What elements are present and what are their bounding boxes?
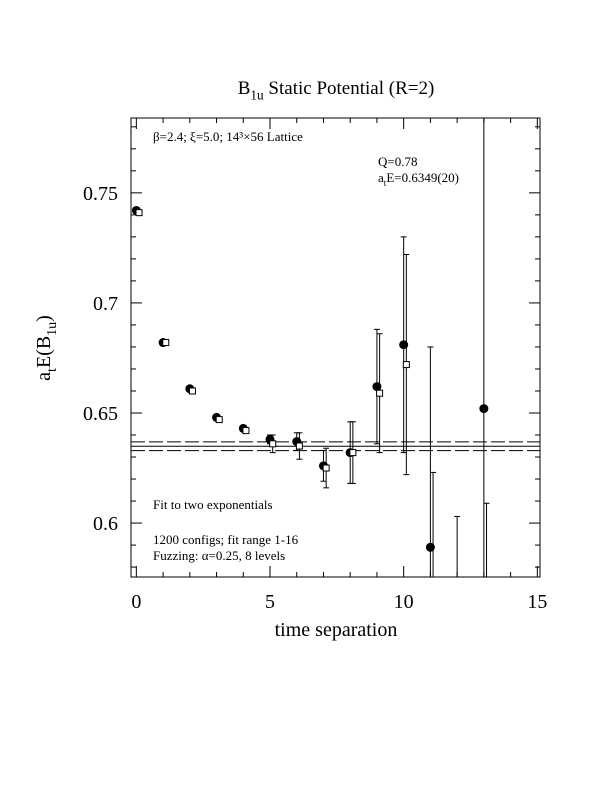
annotation-part: E=0.6349(20) (386, 170, 459, 185)
x-axis-label: time separation (275, 619, 398, 641)
data-point (322, 464, 330, 472)
y-axis-label-part: ) (33, 315, 55, 322)
data-point (162, 339, 170, 347)
annotation: atE=0.6349(20) (378, 170, 459, 188)
data-point (188, 387, 196, 395)
data-point (376, 389, 384, 397)
y-axis-label-sub: 1u (45, 322, 60, 336)
y-tick-label: 0.7 (93, 293, 118, 315)
data-point (215, 416, 223, 424)
chart-title-sub: 1u (250, 88, 264, 103)
annotation: Q=0.78 (378, 154, 417, 169)
annotation: β=2.4; ξ=5.0; 14³×56 Lattice (153, 129, 303, 144)
data-point (349, 449, 357, 457)
y-axis-label-part: a (33, 372, 55, 381)
annotation-sub: t (384, 178, 387, 188)
y-tick-label: 0.75 (83, 183, 118, 205)
data-point (402, 361, 410, 369)
plot-frame (130, 117, 541, 578)
y-tick-label: 0.6 (93, 513, 118, 535)
y-axis-label-part: E(B (33, 336, 55, 368)
annotation: Fuzzing: α=0.25, 8 levels (153, 548, 285, 563)
chart-title-part: Static Potential (R=2) (264, 78, 435, 99)
y-axis-label-sub: t (45, 368, 60, 372)
data-point (269, 440, 277, 448)
annotation: Fit to two exponentials (153, 497, 273, 512)
error-bar (430, 471, 437, 577)
error-bar (454, 515, 461, 577)
annotation: 1200 configs; fit range 1-16 (153, 532, 299, 547)
x-tick-label: 0 (131, 591, 141, 613)
data-point (135, 209, 143, 217)
y-axis-label: atE(B1u) (33, 315, 60, 381)
data-point (242, 427, 250, 435)
chart-title: B1u Static Potential (R=2) (238, 78, 435, 103)
plot-area (131, 118, 540, 577)
chart-title-part: B (238, 78, 251, 99)
x-tick-label: 15 (527, 591, 547, 613)
x-tick-label: 5 (265, 591, 275, 613)
annotation-part: a (378, 170, 384, 185)
data-point (479, 404, 489, 414)
data-point (295, 442, 303, 450)
x-tick-label: 10 (394, 591, 414, 613)
y-tick-label: 0.65 (83, 403, 118, 425)
error-bar (483, 502, 490, 577)
